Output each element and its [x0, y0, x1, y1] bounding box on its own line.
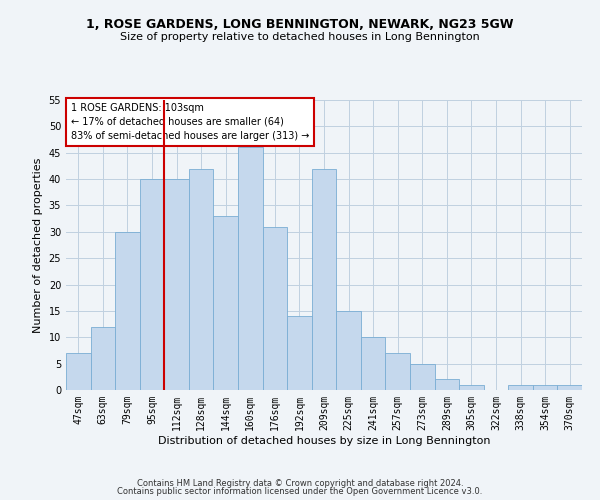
Bar	[238, 148, 263, 390]
Bar	[91, 326, 115, 390]
Text: 1, ROSE GARDENS, LONG BENNINGTON, NEWARK, NG23 5GW: 1, ROSE GARDENS, LONG BENNINGTON, NEWARK…	[86, 18, 514, 30]
Bar	[459, 384, 484, 390]
Bar	[557, 384, 582, 390]
Text: Size of property relative to detached houses in Long Bennington: Size of property relative to detached ho…	[120, 32, 480, 42]
Bar	[385, 353, 410, 390]
Bar	[410, 364, 434, 390]
Bar	[164, 179, 189, 390]
Bar	[312, 168, 336, 390]
Bar	[115, 232, 140, 390]
Text: 1 ROSE GARDENS: 103sqm
← 17% of detached houses are smaller (64)
83% of semi-det: 1 ROSE GARDENS: 103sqm ← 17% of detached…	[71, 103, 310, 141]
Text: Contains public sector information licensed under the Open Government Licence v3: Contains public sector information licen…	[118, 487, 482, 496]
Y-axis label: Number of detached properties: Number of detached properties	[33, 158, 43, 332]
Bar	[189, 168, 214, 390]
Bar	[140, 179, 164, 390]
X-axis label: Distribution of detached houses by size in Long Bennington: Distribution of detached houses by size …	[158, 436, 490, 446]
Bar	[508, 384, 533, 390]
Bar	[361, 338, 385, 390]
Bar	[263, 226, 287, 390]
Bar	[434, 380, 459, 390]
Bar	[214, 216, 238, 390]
Bar	[533, 384, 557, 390]
Bar	[336, 311, 361, 390]
Bar	[287, 316, 312, 390]
Text: Contains HM Land Registry data © Crown copyright and database right 2024.: Contains HM Land Registry data © Crown c…	[137, 478, 463, 488]
Bar	[66, 353, 91, 390]
